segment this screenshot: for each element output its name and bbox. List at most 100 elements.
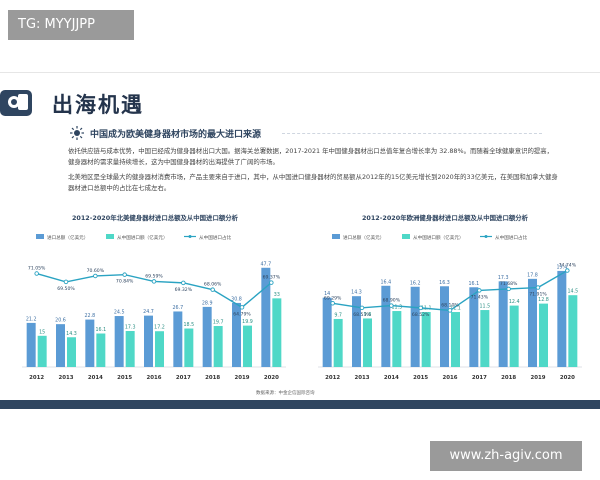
website-watermark: www.zh-agiv.com xyxy=(430,441,582,471)
share-point-label: 68.53% xyxy=(353,312,371,318)
share-point-label: 64.79% xyxy=(233,311,251,317)
bar-china xyxy=(480,310,490,367)
share-point-label: 69.37% xyxy=(263,275,281,281)
share-point xyxy=(535,285,541,290)
bar-china-label: 14.5 xyxy=(567,289,578,295)
bar-china xyxy=(125,331,135,367)
bar-china-label: 14.3 xyxy=(66,331,77,337)
bar-china-label: 11.1 xyxy=(450,306,461,312)
bar-total-label: 14 xyxy=(324,291,330,297)
bar-total-label: 16.4 xyxy=(380,279,391,285)
bar-total-label: 28.9 xyxy=(202,300,213,306)
bar-china-label: 17.2 xyxy=(154,325,165,331)
share-point-label: 69.50% xyxy=(57,286,75,292)
bar-china-label: 16.1 xyxy=(95,327,106,333)
bar-total-label: 26.7 xyxy=(172,305,183,311)
share-point-label: 70.60% xyxy=(87,268,105,274)
share-point xyxy=(359,305,365,311)
bar-total-label: 17.3 xyxy=(498,275,509,281)
share-point-label: 71.68% xyxy=(500,281,518,287)
bar-total-label: 21.2 xyxy=(26,316,37,322)
x-tick-label: 2019 xyxy=(530,375,545,381)
share-point-label: 68.90% xyxy=(383,298,401,304)
bar-china-label: 18.5 xyxy=(183,322,194,328)
bar-china xyxy=(96,333,106,367)
x-tick-label: 2015 xyxy=(413,375,428,381)
legend-label-share: 从中国进口占比 xyxy=(495,234,528,241)
legend-label-share: 从中国进口占比 xyxy=(199,234,232,241)
bar-total-label: 19.4 xyxy=(556,264,567,270)
bar-total-label: 17.8 xyxy=(527,272,538,278)
x-tick-label: 2015 xyxy=(117,375,132,381)
bar-china-label: 19.9 xyxy=(242,319,253,325)
bar-china xyxy=(67,337,76,367)
bar-total xyxy=(144,315,153,367)
bar-china xyxy=(451,312,460,367)
bar-total-label: 24.7 xyxy=(143,309,154,315)
bar-china xyxy=(243,325,252,367)
bar-china-label: 15 xyxy=(39,329,45,335)
paragraph-north-america: 北美地区是全球最大的健身器材消费市场，产品主要来自于进口，其中，从中国进口健身器… xyxy=(68,173,558,192)
share-point xyxy=(477,288,482,293)
legend-label-china: 从中国进口额（亿美元） xyxy=(413,234,464,241)
legend-swatch-china xyxy=(402,234,410,239)
x-tick-label: 2013 xyxy=(354,375,369,381)
bar-total xyxy=(469,287,479,367)
bar-china-label: 9.8 xyxy=(364,312,372,318)
share-point-label: 71.43% xyxy=(471,294,489,300)
share-point xyxy=(151,279,157,284)
bar-china xyxy=(155,331,164,367)
bar-total xyxy=(85,319,95,367)
x-tick-label: 2014 xyxy=(384,375,399,381)
bar-total xyxy=(352,296,361,367)
data-source-note: 数据来源：中金企信国际咨询 xyxy=(256,391,315,396)
x-tick-label: 2013 xyxy=(58,375,73,381)
bar-total xyxy=(557,270,567,367)
bar-total xyxy=(322,297,332,367)
x-tick-label: 2014 xyxy=(88,375,103,381)
share-point xyxy=(181,280,186,286)
legend-swatch-total xyxy=(36,234,44,239)
x-tick-label: 2016 xyxy=(146,375,161,381)
bar-china xyxy=(213,326,223,367)
telegram-badge: TG: MYYJJPP xyxy=(8,10,134,40)
bar-china-label: 11.3 xyxy=(391,305,402,311)
bar-china xyxy=(421,312,431,367)
bar-china-label: 17.3 xyxy=(125,325,136,331)
bar-total xyxy=(202,306,212,367)
bar-total xyxy=(528,278,537,367)
bar-china xyxy=(184,328,194,367)
share-point-label: 70.84% xyxy=(116,279,134,285)
bar-china-label: 12.8 xyxy=(538,297,549,303)
legend-marker-share xyxy=(484,235,488,238)
share-point xyxy=(330,301,335,306)
bar-total xyxy=(56,324,65,367)
dumbbell-logo-icon xyxy=(0,90,32,116)
x-tick-label: 2020 xyxy=(264,375,279,381)
chart-title: 2012-2020年欧洲健身器材进口总额及从中国进口额分析 xyxy=(362,213,529,222)
subtitle-divider xyxy=(282,133,542,134)
bar-china xyxy=(363,318,372,367)
bar-total xyxy=(381,285,391,367)
bar-total xyxy=(232,302,241,367)
share-point xyxy=(63,279,69,285)
bar-china xyxy=(568,295,578,367)
x-tick-label: 2018 xyxy=(501,375,516,381)
bar-total xyxy=(498,281,508,367)
x-tick-label: 2017 xyxy=(472,375,487,381)
bar-total-label: 16.1 xyxy=(468,281,479,287)
x-tick-label: 2016 xyxy=(442,375,457,381)
bar-china xyxy=(333,318,343,367)
x-tick-label: 2012 xyxy=(325,375,340,381)
share-point-label: 68.10% xyxy=(441,302,459,308)
share-point xyxy=(34,271,39,276)
share-point xyxy=(447,308,453,313)
bar-china-label: 19.7 xyxy=(213,320,224,326)
paragraph-supply-chain: 依托供应链与成本优势，中国已经成为健身器材出口大国。据海关总署数据，2017-2… xyxy=(68,147,554,166)
bar-total-label: 30.8 xyxy=(231,296,242,302)
share-point-label: 68.06% xyxy=(204,282,222,288)
x-tick-label: 2020 xyxy=(560,375,575,381)
legend-label-total: 进口总额（亿美元） xyxy=(343,234,384,241)
bar-total xyxy=(440,286,449,367)
bar-total xyxy=(410,286,420,367)
